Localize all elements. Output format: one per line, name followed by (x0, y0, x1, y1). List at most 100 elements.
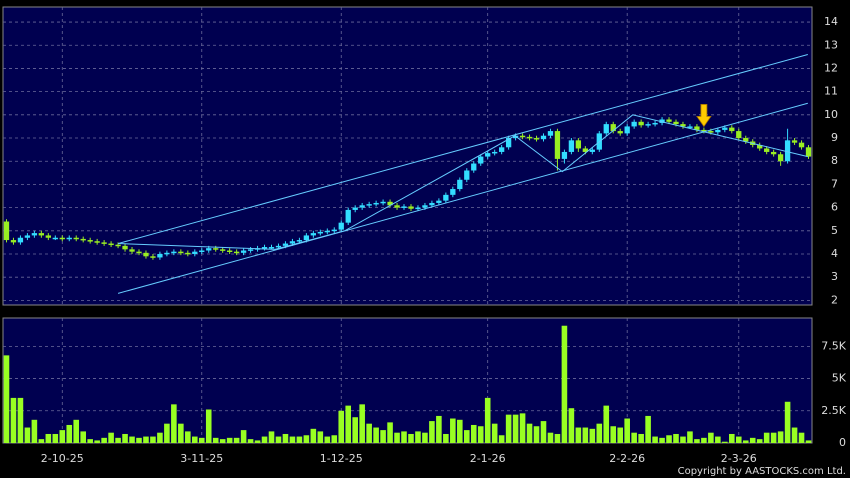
volume-bar (303, 435, 310, 443)
candle-body (791, 140, 798, 143)
candle-body (638, 121, 644, 126)
volume-bar (463, 430, 470, 443)
candle-body (24, 235, 31, 238)
candle-body (589, 149, 595, 152)
volume-bar (540, 421, 547, 443)
volume-tick-label: 0 (839, 436, 846, 449)
volume-bar (338, 410, 345, 443)
candle-body (38, 233, 45, 236)
candle-body (136, 251, 142, 254)
candle-body (764, 148, 770, 152)
x-tick-label: 3-11-25 (180, 452, 223, 465)
volume-bar (268, 431, 275, 443)
volume-bar (24, 427, 31, 443)
y-tick-label: 8 (831, 154, 838, 167)
candle-body (101, 242, 107, 244)
candle-body (443, 194, 449, 201)
candle-body (366, 204, 372, 206)
volume-bar (784, 401, 791, 443)
candle-body (143, 252, 149, 257)
candle-body (303, 235, 310, 241)
candle-body (575, 140, 582, 149)
candle-body (533, 138, 540, 140)
candle-body (568, 140, 575, 152)
copyright: Copyright by AASTOCKS.com Ltd. (678, 466, 846, 477)
candle-body (10, 240, 17, 243)
candle-body (729, 127, 735, 132)
candle-body (233, 251, 240, 254)
volume-bar (331, 435, 338, 443)
trend-line (118, 114, 808, 250)
volume-bar (150, 436, 156, 443)
volume-bar (694, 439, 700, 443)
volume-bar (324, 436, 331, 443)
volume-bar (136, 437, 142, 443)
y-tick-label: 4 (831, 247, 838, 260)
volume-bar (415, 431, 421, 443)
candle-body (471, 163, 477, 171)
candle-body (73, 237, 79, 240)
volume-bar (617, 427, 624, 443)
candle-body (770, 151, 777, 155)
volume-bar (38, 439, 45, 443)
candle-body (805, 147, 812, 157)
candle-body (582, 148, 588, 152)
candle-body (380, 201, 386, 204)
volume-bar (17, 397, 24, 443)
candle-body (464, 170, 470, 180)
y-tick-label: 9 (831, 131, 838, 144)
volume-bar (638, 433, 644, 443)
volume-bar (575, 427, 582, 443)
candle-body (227, 250, 233, 253)
x-tick-label: 2-3-26 (721, 452, 757, 465)
candle-body (150, 256, 156, 258)
candle-body (122, 245, 128, 250)
candle-body (213, 248, 219, 250)
trend-line (117, 102, 808, 294)
candle-body (171, 251, 177, 254)
volume-bar (652, 436, 658, 443)
candle-body (680, 124, 686, 127)
volume-bar (770, 432, 777, 443)
volume-bar (491, 423, 498, 443)
volume-bar (3, 355, 10, 443)
candle-body (743, 138, 749, 142)
volume-bar (296, 436, 303, 443)
candle-body (457, 179, 463, 190)
volume-bar (87, 439, 93, 443)
candle-body (240, 250, 247, 253)
candle-body (220, 249, 226, 251)
volume-bar (387, 422, 393, 443)
volume-bar (171, 404, 177, 443)
volume-bar (526, 423, 533, 443)
candle-body (345, 209, 351, 223)
volume-bar (596, 423, 603, 443)
volume-bar (129, 436, 135, 443)
candle-body (3, 221, 10, 241)
candle-body (296, 240, 303, 242)
volume-tick-label: 7.5K (821, 339, 846, 352)
candle-body (94, 241, 100, 243)
candle-body (708, 131, 714, 133)
volume-bar (394, 432, 400, 443)
volume-bar (52, 433, 59, 443)
volume-bar (722, 441, 728, 443)
volume-bar (443, 433, 449, 443)
candle-body (268, 247, 275, 249)
volume-bar (289, 436, 296, 443)
volume-bar (240, 430, 247, 443)
candle-body (666, 119, 672, 122)
volume-bar (373, 427, 379, 443)
candle-body (310, 233, 316, 236)
volume-bar (645, 415, 651, 443)
candle-body (736, 131, 742, 139)
volume-bar (798, 432, 805, 443)
candle-body (512, 135, 519, 139)
candle-body (547, 131, 554, 136)
candle-body (289, 241, 296, 244)
volume-bar (756, 439, 763, 443)
candle-body (450, 189, 456, 195)
volume-bar (94, 440, 100, 443)
